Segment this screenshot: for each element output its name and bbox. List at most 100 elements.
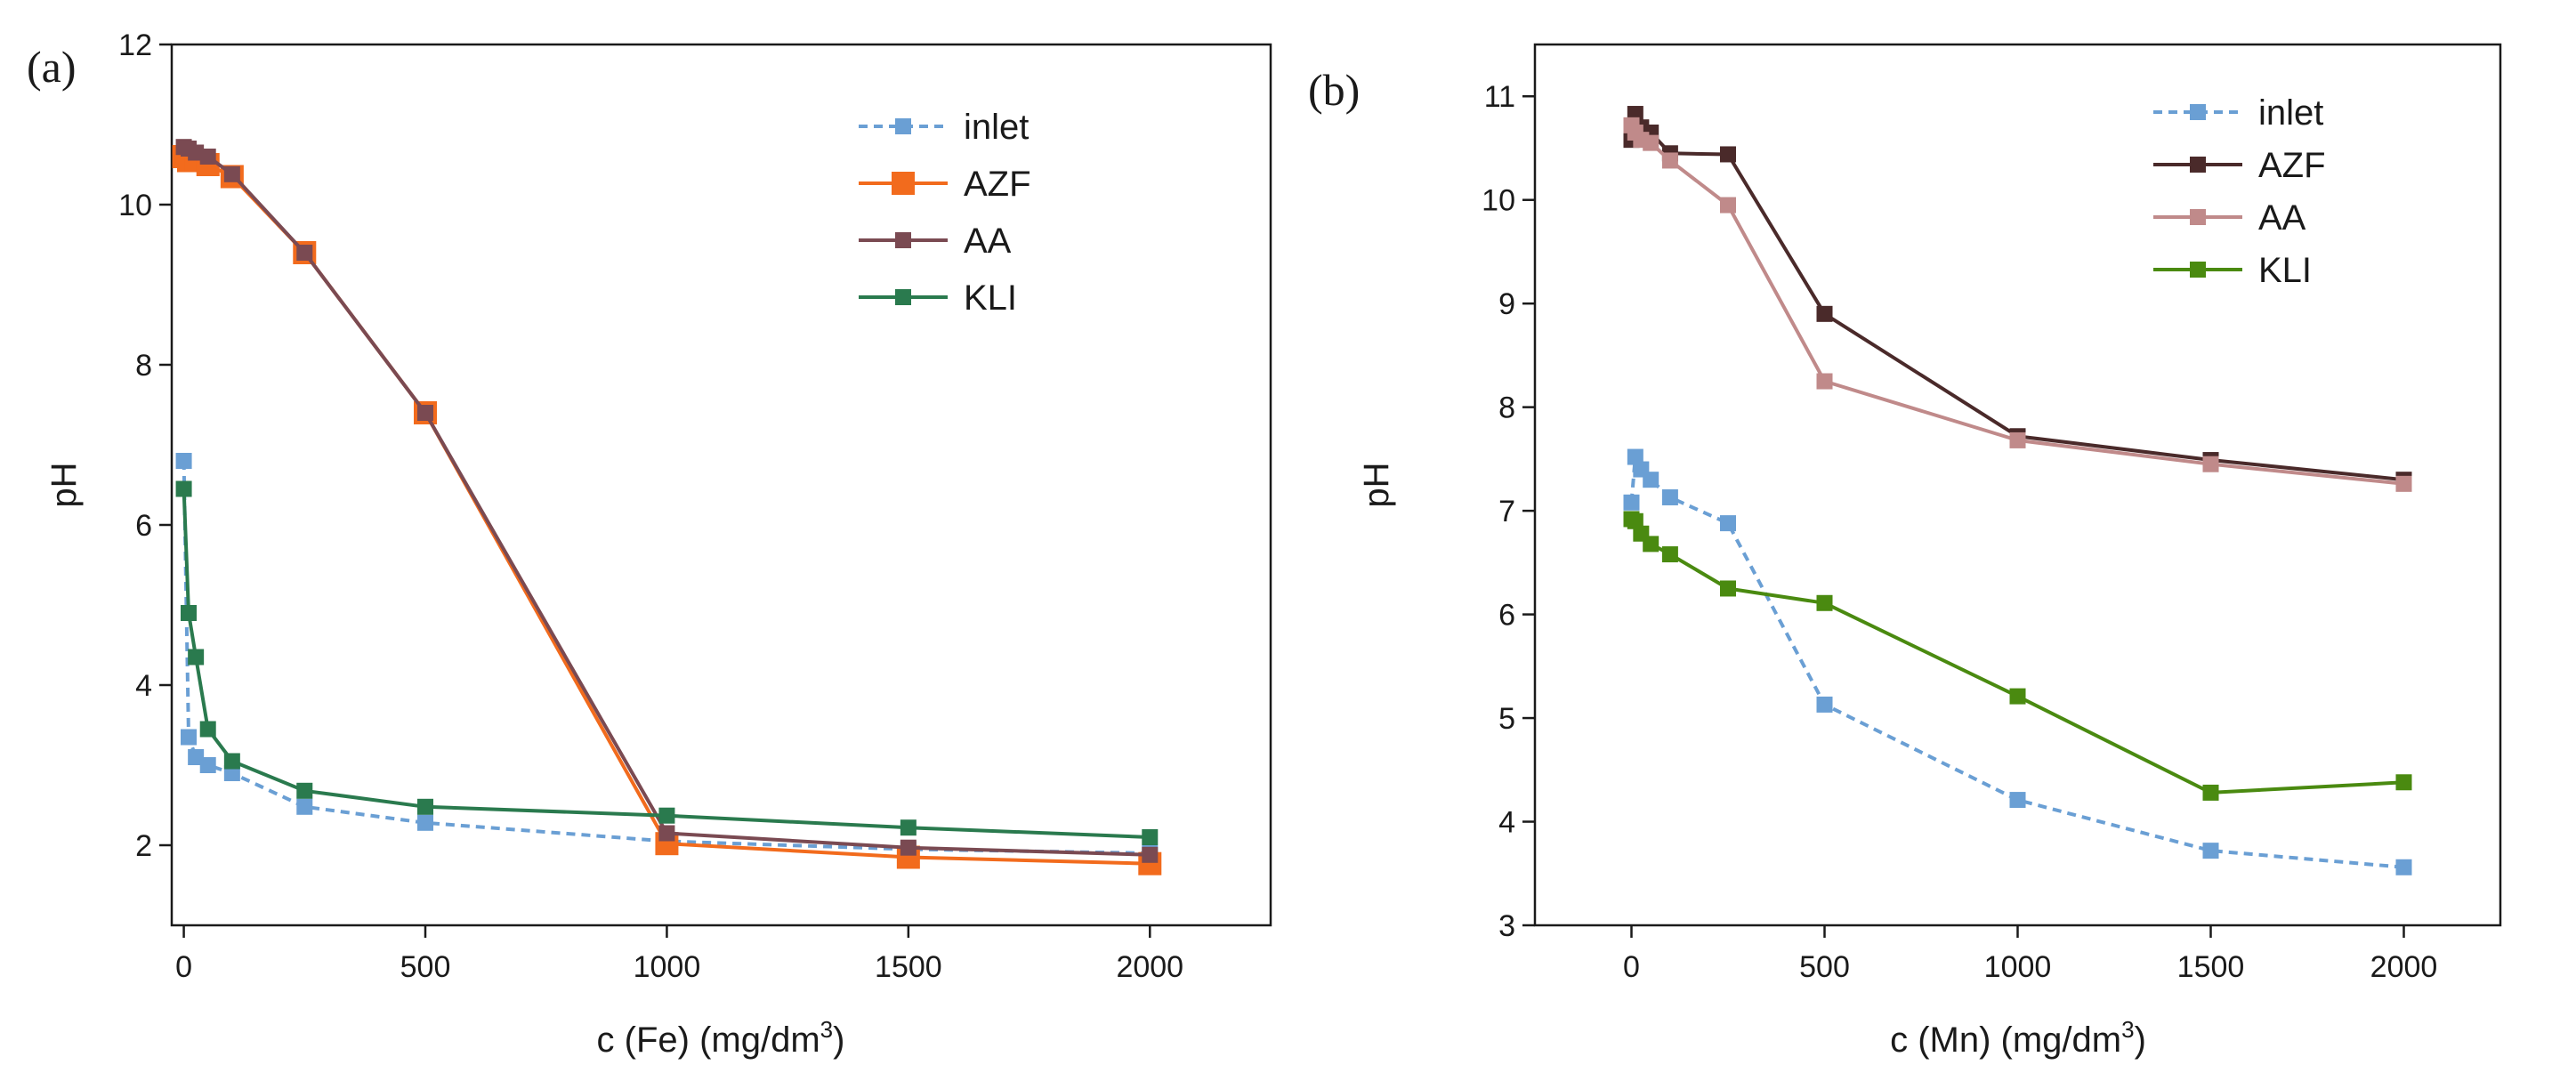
- legend-marker: [892, 172, 915, 195]
- chart-0-data-point: [1142, 846, 1159, 863]
- chart-0-plot-frame: [170, 43, 1272, 927]
- chart-0-data-point: [188, 144, 205, 161]
- chart-0-x-tick-label: 500: [400, 950, 451, 984]
- legend-marker: [2190, 157, 2206, 173]
- chart-0-data-point: [199, 149, 216, 165]
- chart-1-y-tick-label: 6: [1498, 599, 1515, 633]
- chart-0-data-point: [175, 453, 192, 469]
- chart-1-legend-item-kli: KLI: [2153, 251, 2312, 290]
- chart-0-series-kli: [175, 480, 1159, 845]
- chart-1-panel-label: (b): [1308, 65, 1360, 115]
- legend-marker: [2190, 209, 2206, 225]
- chart-1-data-point: [1643, 134, 1659, 151]
- chart-0-x-tick-label: 2000: [1116, 950, 1183, 984]
- chart-1-y-tick-label: 5: [1498, 702, 1515, 736]
- legend-label: AA: [964, 222, 1012, 261]
- chart-1-series-kli: [1623, 511, 2412, 801]
- chart-0-data-point: [900, 839, 917, 856]
- chart-0-data-point: [417, 798, 433, 815]
- chart-0-legend-item-aa: AA: [859, 222, 1012, 261]
- legend-label: AZF: [964, 165, 1031, 204]
- chart-1-x-tick-label: 1000: [1984, 950, 2052, 984]
- chart-1-data-point: [1627, 448, 1643, 465]
- chart-1-data-point: [2009, 432, 2026, 448]
- chart-1-data-point: [2202, 456, 2219, 472]
- chart-0-data-point: [296, 798, 313, 815]
- chart-0-legend-item-inlet: inlet: [859, 108, 1029, 147]
- chart-1-x-tick-label: 1500: [2177, 950, 2245, 984]
- chart-0-y-tick-label: 4: [135, 669, 152, 703]
- chart-0-data-point: [223, 165, 240, 182]
- chart-0-data-point: [417, 405, 433, 421]
- chart-1-x-axis-label: c (Mn) (mg/dm3): [1890, 1016, 2146, 1060]
- chart-0-legend-item-azf: AZF: [859, 165, 1031, 204]
- chart-0-y-axis-label: pH: [44, 462, 84, 507]
- chart-1-data-point: [2395, 859, 2412, 875]
- legend-label: KLI: [2258, 251, 2312, 290]
- chart-0-x-tick-label: 0: [175, 950, 192, 984]
- legend-marker: [895, 232, 911, 248]
- chart-1-data-point: [2009, 688, 2026, 705]
- chart-0-data-point: [900, 819, 917, 836]
- chart-1-data-point: [1816, 594, 1833, 611]
- chart-0-series-line: [182, 488, 1151, 839]
- chart-1-data-point: [1720, 515, 1736, 532]
- chart-0-data-point: [296, 782, 313, 799]
- chart-1-data-point: [1661, 152, 1678, 169]
- chart-0-y-tick-label: 2: [135, 829, 152, 863]
- chart-0-x-axis-label: c (Fe) (mg/dm3): [597, 1016, 845, 1060]
- legend-marker: [895, 118, 911, 134]
- chart-1-y-tick-label: 4: [1498, 806, 1515, 840]
- chart-1-data-point: [1661, 488, 1678, 505]
- chart-0-data-point: [1142, 829, 1159, 845]
- chart-1-y-tick-label: 10: [1482, 184, 1515, 218]
- chart-0-y-tick-label: 8: [135, 349, 152, 383]
- legend-label: inlet: [2258, 93, 2323, 133]
- chart-0-data-point: [188, 649, 205, 666]
- chart-0-data-point: [199, 757, 216, 773]
- chart-0-data-point: [181, 729, 197, 746]
- chart-1-data-point: [1643, 472, 1659, 488]
- chart-0-y-tick-label: 10: [118, 189, 152, 222]
- chart-1-data-point: [1623, 494, 1640, 511]
- chart-1-y-tick-label: 8: [1498, 391, 1515, 425]
- chart-1-data-point: [1816, 305, 1833, 322]
- panel-a-chart: (a) 0 500 1000 1500 2000 2 4 6 8 10 12 c (Fe) (mg/dm…: [27, 28, 1272, 1060]
- chart-1-data-point: [2202, 784, 2219, 801]
- chart-1-y-tick-label: 11: [1484, 80, 1515, 114]
- chart-1-data-point: [1816, 373, 1833, 390]
- chart-1-data-point: [2395, 774, 2412, 791]
- chart-0-data-point: [658, 825, 675, 842]
- chart-0-series-aa: [175, 139, 1159, 863]
- chart-0-panel-label: (a): [27, 42, 77, 92]
- chart-1-x-tick-label: 500: [1799, 950, 1850, 984]
- legend-label: inlet: [964, 108, 1029, 147]
- chart-0-y-tick-label: 12: [118, 28, 152, 62]
- chart-0-data-point: [199, 721, 216, 738]
- legend-label: AA: [2258, 198, 2306, 238]
- chart-1-data-point: [2395, 475, 2412, 492]
- chart-0-data-point: [175, 480, 192, 497]
- legend-label: AZF: [2258, 146, 2326, 185]
- chart-1-data-point: [1720, 580, 1736, 597]
- chart-1-legend-item-azf: AZF: [2153, 146, 2326, 185]
- chart-1-data-point: [1627, 512, 1643, 529]
- chart-1-y-tick-label: 3: [1498, 909, 1515, 943]
- chart-1-legend-item-aa: AA: [2153, 198, 2306, 238]
- legend-marker: [2190, 104, 2206, 120]
- chart-0-series-azf: [172, 145, 1162, 875]
- chart-1-x-tick-label: 0: [1623, 950, 1640, 984]
- chart-0-y-tick-label: 6: [135, 509, 152, 543]
- legend-label: KLI: [964, 278, 1017, 318]
- chart-1-data-point: [2009, 792, 2026, 809]
- chart-1-data-point: [1720, 146, 1736, 163]
- panel-b-chart: (b) 0 500 1000 1500 2000 3 4 5 6 7 8 9 10 11 c (Mn) (mg…: [1308, 43, 2502, 1060]
- chart-1-data-point: [1720, 197, 1736, 214]
- chart-0-series-inlet: [175, 453, 1159, 861]
- chart-0-data-point: [223, 753, 240, 770]
- chart-0-data-point: [181, 605, 197, 621]
- chart-0-x-tick-label: 1500: [875, 950, 942, 984]
- chart-1-x-tick-label: 2000: [2370, 950, 2438, 984]
- chart-0-series-line: [182, 155, 1151, 866]
